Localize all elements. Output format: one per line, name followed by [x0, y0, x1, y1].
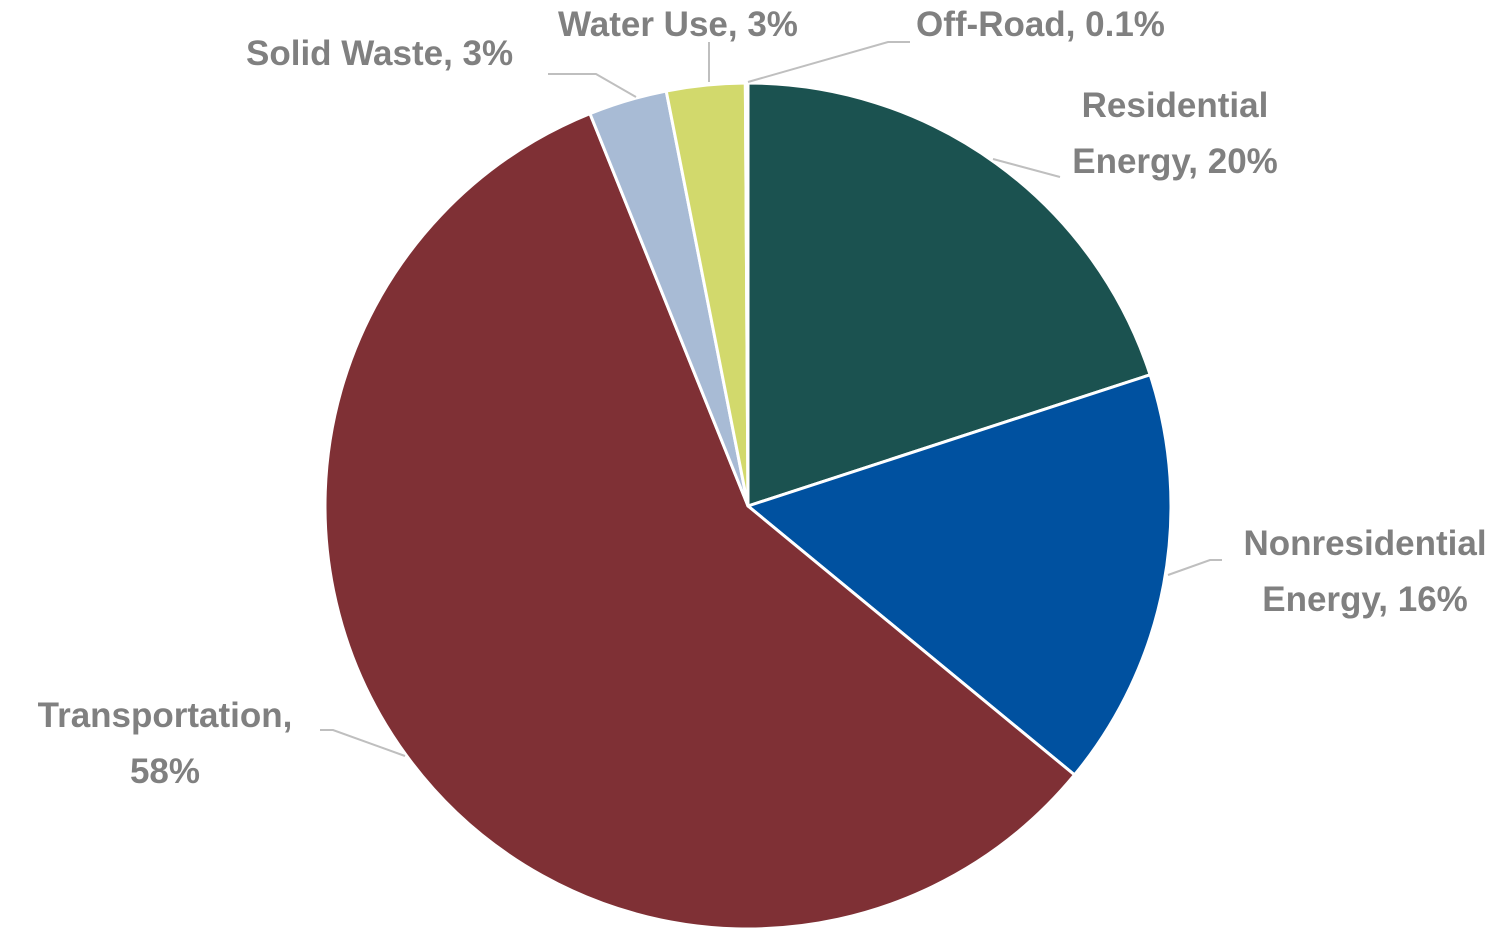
- label-line: Water Use, 3%: [558, 5, 798, 44]
- label-line: Energy, 16%: [1262, 580, 1468, 619]
- label-solid-waste: Solid Waste, 3%: [246, 26, 513, 82]
- label-nonresidential-energy: Nonresidential Energy, 16%: [1222, 516, 1508, 628]
- leader-line-nonresidential-energy: [1167, 559, 1222, 576]
- pie-slice-residential-energy: [746, 81, 1152, 508]
- pie-slice-off-road: [743, 81, 750, 508]
- label-water-use: Water Use, 3%: [558, 0, 798, 53]
- label-transportation: Transportation, 58%: [14, 688, 316, 800]
- label-residential-energy: Residential Energy, 20%: [1052, 78, 1298, 190]
- leader-line-residential-energy: [992, 158, 1061, 178]
- label-line: 58%: [129, 752, 201, 791]
- pie-slice-transportation: [323, 112, 1077, 930]
- label-off-road: Off-Road, 0.1%: [916, 0, 1165, 53]
- label-line: Transportation,: [37, 696, 293, 735]
- label-line: Residential: [1081, 86, 1269, 125]
- label-line: Nonresidential: [1243, 524, 1487, 563]
- leader-lines: [320, 41, 1222, 757]
- leader-line-off-road: [747, 41, 910, 83]
- pie-slices: [323, 81, 1173, 930]
- label-line: Solid Waste, 3%: [246, 34, 514, 73]
- label-line: Off-Road, 0.1%: [916, 5, 1165, 44]
- pie-slice-nonresidential-energy: [746, 373, 1173, 777]
- label-line: Energy, 20%: [1072, 142, 1278, 181]
- leader-line-solid-waste: [548, 73, 637, 98]
- leader-line-transportation: [320, 729, 406, 757]
